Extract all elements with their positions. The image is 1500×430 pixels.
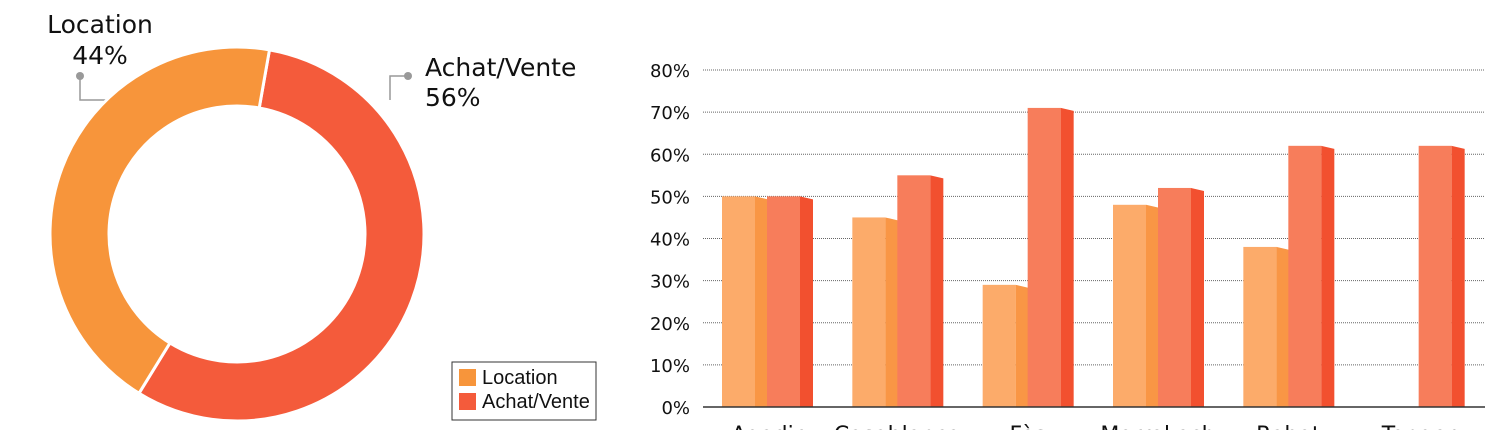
- bar-side: [800, 196, 813, 407]
- pie-slice: [136, 48, 426, 423]
- y-tick-label: 40%: [650, 230, 690, 251]
- callout-line: [389, 75, 408, 100]
- bar: [1113, 204, 1146, 407]
- bar-side: [755, 196, 768, 407]
- pie-label: Achat/Vente: [425, 53, 576, 82]
- bar: [897, 175, 931, 407]
- bar: [1288, 145, 1322, 407]
- y-tick-label: 10%: [650, 356, 690, 377]
- x-tick-label: Fès: [1009, 423, 1045, 430]
- x-tick-label: Marrakech: [1100, 423, 1215, 430]
- bar: [1243, 246, 1277, 407]
- bar-side: [1146, 204, 1159, 407]
- legend-label: Location: [482, 367, 558, 389]
- bar: [982, 284, 1016, 407]
- x-tick-label: Rabat: [1256, 423, 1321, 430]
- bar: [1418, 145, 1452, 407]
- legend-label: Achat/Vente: [482, 391, 590, 413]
- bar: [1158, 187, 1191, 407]
- y-tick-label: 70%: [650, 103, 690, 124]
- pie-value-label: 56%: [425, 83, 481, 112]
- bar-side: [885, 217, 899, 407]
- bar-side: [1321, 145, 1335, 407]
- bar-side: [1015, 284, 1029, 407]
- y-tick-label: 20%: [650, 314, 690, 335]
- bar-side: [1451, 145, 1465, 407]
- bar: [1027, 107, 1061, 407]
- bar-side: [1191, 187, 1204, 407]
- bar: [722, 196, 755, 407]
- y-tick-label: 50%: [650, 187, 690, 208]
- bar: [767, 196, 800, 407]
- legend-swatch: [459, 393, 476, 410]
- x-tick-label: Casablanca: [834, 423, 961, 430]
- bar-side: [930, 175, 944, 407]
- y-tick-label: 0%: [661, 398, 690, 419]
- y-tick-label: 80%: [650, 61, 690, 82]
- bar-side: [1276, 246, 1290, 407]
- bar: [852, 217, 886, 407]
- legend-swatch: [459, 369, 476, 386]
- x-tick-label: Tanger: [1381, 423, 1457, 430]
- bar-side: [1060, 107, 1074, 407]
- y-tick-label: 30%: [650, 272, 690, 293]
- pie-label: Location: [47, 10, 153, 39]
- y-tick-label: 60%: [650, 145, 690, 166]
- pie-value-label: 44%: [72, 41, 128, 70]
- x-tick-label: Agadir: [731, 423, 804, 430]
- pie-slice: [48, 45, 272, 396]
